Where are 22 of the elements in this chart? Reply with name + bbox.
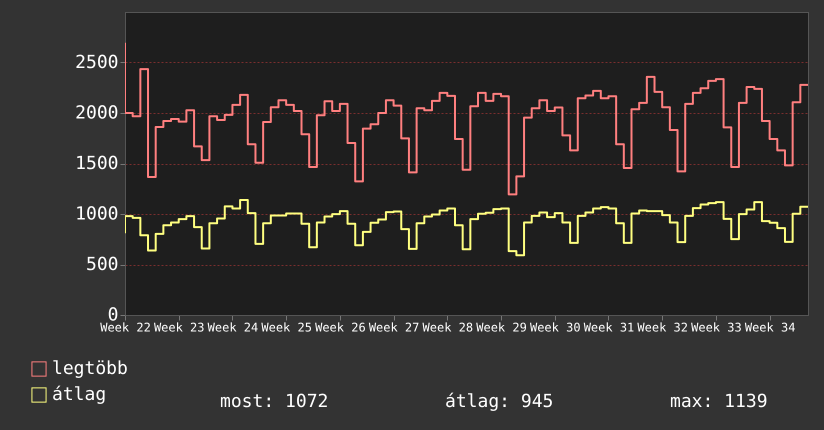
legend-label: átlag	[52, 384, 106, 405]
x-tick-label: Week 26	[315, 320, 366, 334]
x-tick-label: Week 23	[154, 320, 205, 334]
y-tick-label: 500	[86, 254, 118, 275]
x-tick-label: Week 34	[744, 320, 796, 334]
y-tick-label: 2500	[75, 52, 118, 73]
text: most: 1072	[220, 391, 328, 412]
x-tick-label: Week 33	[691, 320, 742, 334]
text: átlag: 945	[445, 391, 554, 412]
x-tick-label: Week 28	[422, 320, 474, 334]
y-tick-label: 1500	[75, 153, 118, 174]
x-tick-label: Week 25	[261, 320, 312, 334]
legend-label: legtöbb	[52, 358, 128, 379]
x-tick-label: Week 30	[530, 320, 581, 334]
y-tick-label: 1000	[75, 204, 118, 224]
x-tick-label: Week 32	[637, 320, 688, 334]
x-tick-label: Week 27	[368, 320, 420, 334]
x-tick-label: Week 29	[476, 320, 527, 334]
x-tick-label: Week 31	[584, 320, 634, 334]
y-tick-label: 2000	[75, 102, 118, 124]
x-tick-label: Week 24	[208, 320, 258, 334]
text: max: 1139	[670, 391, 768, 412]
